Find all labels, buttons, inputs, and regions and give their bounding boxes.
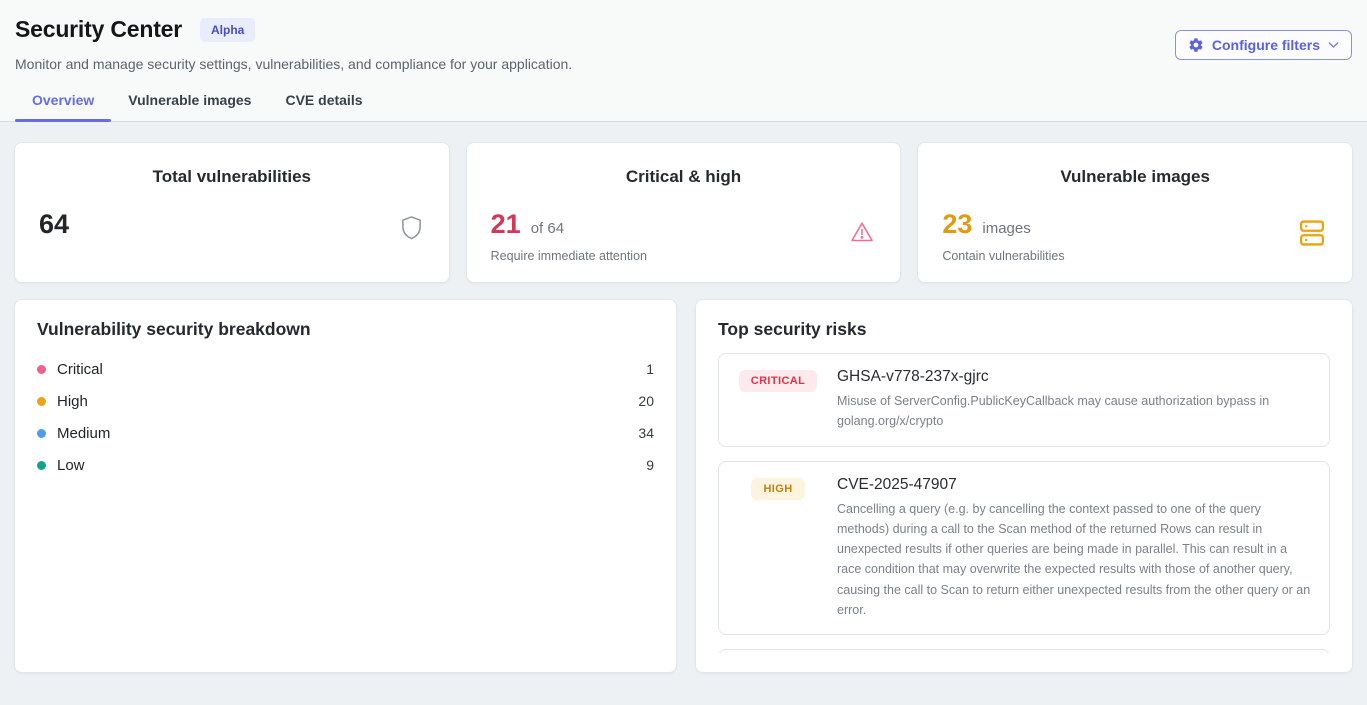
alpha-badge: Alpha <box>200 17 256 42</box>
critical-dot-icon <box>37 364 46 374</box>
breakdown-row-count: 20 <box>638 393 654 409</box>
chevron-down-icon <box>1328 41 1339 49</box>
breakdown-row-count: 34 <box>638 425 654 441</box>
stat-card-caption: Require immediate attention <box>490 249 647 263</box>
main-content: Total vulnerabilities 64 Critical & high… <box>0 122 1367 693</box>
page-header: Security Center Alpha Configure filters … <box>0 0 1367 122</box>
breakdown-row-critical: Critical 1 <box>37 353 654 385</box>
breakdown-row-label: Medium <box>57 424 111 442</box>
medium-dot-icon <box>37 428 46 438</box>
breakdown-row-label: High <box>57 392 88 410</box>
critical-severity-badge: CRITICAL <box>738 370 818 392</box>
risk-list: CRITICAL GHSA-v778-237x-gjrc Misuse of S… <box>718 353 1330 653</box>
vulnerable-images-card: Vulnerable images 23 images Contain vuln… <box>917 142 1353 283</box>
warning-triangle-icon <box>850 221 874 248</box>
high-dot-icon <box>37 396 46 406</box>
breakdown-row-count: 1 <box>646 361 654 377</box>
low-dot-icon <box>37 460 46 470</box>
stat-card-title: Critical & high <box>625 167 742 186</box>
stat-card-caption: Contain vulnerabilities <box>942 249 1065 263</box>
total-vulnerabilities-card: Total vulnerabilities 64 <box>14 142 450 283</box>
breakdown-row-high: High 20 <box>37 385 654 417</box>
gear-icon <box>1188 37 1204 53</box>
vulnerability-breakdown-panel: Vulnerability security breakdown Critica… <box>14 299 677 673</box>
risk-item-ghsa-v778[interactable]: CRITICAL GHSA-v778-237x-gjrc Misuse of S… <box>718 353 1330 447</box>
stat-card-caption <box>39 249 425 263</box>
image-stack-icon <box>1298 217 1326 254</box>
stat-card-suffix: of 64 <box>530 220 565 237</box>
top-risks-panel-title: Top security risks <box>718 319 867 339</box>
stat-cards-row: Total vulnerabilities 64 Critical & high… <box>14 142 1353 283</box>
page-subtitle: Monitor and manage security settings, vu… <box>15 56 573 72</box>
severity-badge-column: HIGH <box>735 476 821 621</box>
severity-badge-column: CRITICAL <box>735 368 821 432</box>
breakdown-panel-title: Vulnerability security breakdown <box>37 319 311 339</box>
tab-vulnerable-images[interactable]: Vulnerable images <box>128 92 252 108</box>
critical-high-card: Critical & high 21 of 64 Require immedia… <box>465 142 902 283</box>
tab-overview[interactable]: Overview <box>15 92 112 122</box>
page-title: Security Center <box>15 16 183 42</box>
risk-item-id: CVE-2025-47907 <box>837 475 957 493</box>
risk-item-description: Cancelling a query (e.g. by cancelling t… <box>837 501 1311 617</box>
risk-item-content: CVE-2025-47907 Cancelling a query (e.g. … <box>837 476 1313 621</box>
vulnerable-images-value: 23 <box>942 209 973 239</box>
stat-card-title: Total vulnerabilities <box>152 167 312 186</box>
configure-filters-button[interactable]: Configure filters <box>1174 30 1352 60</box>
risk-item-cve-2025-47907[interactable]: HIGH CVE-2025-47907 Cancelling a query (… <box>718 460 1330 635</box>
breakdown-row-count: 9 <box>646 457 654 473</box>
risk-item-id: GHSA-v778-237x-gjrc <box>837 368 989 385</box>
risk-item-description: Misuse of ServerConfig.PublicKeyCallback… <box>837 394 1270 429</box>
breakdown-row-medium: Medium 34 <box>37 417 654 449</box>
risk-item-content: GHSA-v778-237x-gjrc Misuse of ServerConf… <box>837 368 1313 432</box>
critical-high-value: 21 <box>490 209 521 239</box>
total-vulnerabilities-value: 64 <box>39 209 70 239</box>
breakdown-rows: Critical 1 High 20 Medium 34 Low 9 <box>37 353 654 481</box>
stat-card-suffix: images <box>982 220 1031 237</box>
breakdown-row-label: Critical <box>57 360 103 378</box>
tab-cve-details[interactable]: CVE details <box>285 92 363 108</box>
breakdown-row-label: Low <box>57 456 85 474</box>
configure-filters-label: Configure filters <box>1211 37 1320 53</box>
panels-row: Vulnerability security breakdown Critica… <box>14 299 1353 673</box>
stat-card-title: Vulnerable images <box>1060 167 1210 186</box>
breakdown-row-low: Low 9 <box>37 449 654 481</box>
top-security-risks-panel: Top security risks CRITICAL GHSA-v778-23… <box>695 299 1353 673</box>
high-severity-badge: HIGH <box>751 477 805 500</box>
risk-item-cve-2025-9086[interactable]: HIGH CVE-2025-9086 <box>718 649 1330 653</box>
shield-icon <box>400 215 423 245</box>
tab-bar: Overview Vulnerable images CVE details <box>15 92 1352 122</box>
